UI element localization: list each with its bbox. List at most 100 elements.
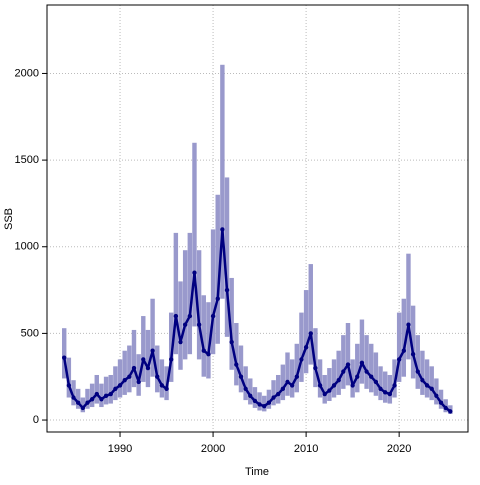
data-point [66, 383, 72, 388]
confidence-band [294, 343, 300, 393]
data-point [327, 388, 332, 393]
confidence-band [145, 329, 151, 388]
data-point [266, 400, 272, 405]
confidence-band [192, 142, 197, 327]
data-point [113, 386, 118, 392]
confidence-band [141, 316, 146, 382]
confidence-band [94, 374, 99, 404]
confidence-band [387, 374, 393, 404]
data-point [89, 397, 95, 402]
confidence-band [220, 64, 225, 299]
data-point [350, 383, 355, 388]
data-point [127, 374, 132, 379]
data-point [289, 383, 295, 388]
data-point [71, 395, 76, 400]
confidence-band [345, 322, 351, 386]
data-point [238, 374, 244, 379]
confidence-band [238, 345, 244, 393]
confidence-band [173, 232, 179, 355]
data-point [192, 270, 197, 275]
confidence-band [75, 388, 81, 409]
confidence-band [182, 250, 188, 360]
data-point [136, 379, 141, 385]
confidence-band [85, 388, 90, 409]
data-point [317, 383, 323, 388]
confidence-band [401, 298, 407, 377]
y-tick-label: 0 [33, 414, 39, 426]
data-point [401, 348, 407, 353]
data-point [382, 390, 388, 395]
y-tick-label: 1500 [15, 154, 39, 166]
data-point [378, 386, 383, 392]
plot-frame [46, 4, 469, 433]
confidence-band [243, 366, 248, 401]
confidence-band [364, 335, 369, 389]
confidence-band [71, 380, 76, 406]
data-point [392, 383, 397, 388]
data-point [229, 339, 234, 345]
confidence-band [108, 374, 113, 404]
x-tick-label: 2000 [201, 443, 225, 455]
data-point [145, 365, 151, 371]
confidence-band [206, 302, 211, 379]
data-point [308, 331, 313, 336]
confidence-band [280, 364, 286, 401]
data-point [159, 383, 165, 388]
confidence-band [350, 359, 355, 398]
data-point [434, 393, 439, 398]
confidence-band [378, 366, 383, 401]
confidence-band [248, 378, 253, 405]
confidence-band [150, 298, 155, 377]
confidence-band [271, 380, 276, 406]
confidence-band [434, 378, 439, 405]
data-point [341, 369, 346, 374]
data-point [387, 391, 393, 397]
data-point [75, 400, 81, 405]
data-point [178, 339, 183, 345]
data-point [285, 379, 290, 385]
data-point [164, 386, 169, 392]
data-point [424, 383, 430, 388]
data-point [155, 374, 160, 379]
data-point [117, 383, 123, 388]
y-tick-label: 1000 [15, 241, 39, 253]
data-point [355, 374, 360, 379]
confidence-band [178, 281, 183, 370]
data-point [345, 362, 351, 367]
data-point [220, 227, 225, 232]
data-point [131, 365, 137, 371]
data-point [248, 393, 253, 398]
data-point [415, 369, 420, 374]
confidence-band [285, 352, 290, 396]
data-point [99, 397, 104, 402]
data-point [182, 322, 188, 327]
confidence-band [289, 359, 295, 398]
data-point [280, 386, 286, 392]
data-point [336, 377, 341, 383]
x-axis-label: Time [245, 466, 269, 478]
confidence-band [415, 335, 420, 389]
data-point [252, 398, 258, 404]
data-point [94, 391, 99, 397]
data-point [271, 395, 276, 400]
x-tick-label: 2020 [387, 443, 411, 455]
data-point [141, 357, 146, 362]
confidence-band [303, 290, 309, 374]
confidence-band [257, 392, 262, 411]
confidence-band [99, 383, 104, 408]
confidence-band [355, 343, 360, 393]
confidence-band [359, 319, 365, 384]
confidence-band [224, 177, 230, 337]
confidence-band [373, 352, 379, 396]
confidence-band [341, 335, 346, 389]
confidence-band [313, 328, 318, 388]
confidence-band [89, 383, 95, 408]
confidence-band [382, 371, 388, 403]
confidence-band [196, 250, 202, 360]
data-point [108, 391, 113, 397]
confidence-band [215, 194, 220, 344]
data-point [201, 348, 206, 353]
confidence-band [299, 312, 304, 382]
confidence-band [62, 328, 67, 379]
